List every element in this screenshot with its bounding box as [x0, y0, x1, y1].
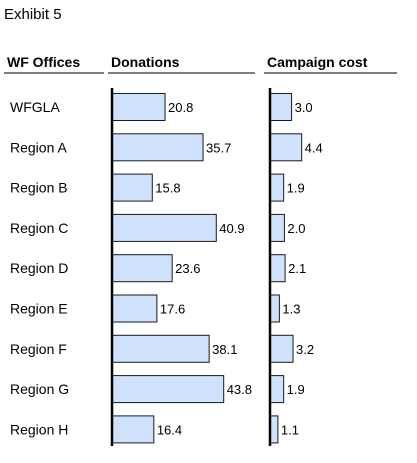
value-label-campaign-cost-region-h: 1.1: [281, 422, 299, 437]
bar-donations-region-d: [111, 254, 173, 283]
value-label-donations-region-e: 17.6: [160, 302, 185, 317]
category-label-region-h: Region H: [10, 421, 68, 437]
value-label-donations-region-b: 15.8: [155, 181, 180, 196]
bar-donations-region-h: [111, 415, 155, 444]
bar-donations-wfgla: [111, 93, 166, 121]
value-label-donations-region-c: 40.9: [219, 221, 244, 236]
value-label-donations-wfgla: 20.8: [168, 100, 193, 115]
value-label-campaign-cost-region-a: 4.4: [305, 140, 323, 155]
exhibit-title: Exhibit 5: [4, 6, 62, 23]
bar-donations-region-e: [111, 294, 158, 323]
bar-campaign-cost-region-d: [269, 254, 286, 283]
bar-campaign-cost-region-a: [269, 133, 303, 162]
category-label-region-g: Region G: [10, 381, 69, 397]
category-label-region-c: Region C: [10, 220, 68, 236]
bar-campaign-cost-wfgla: [269, 93, 293, 121]
category-label-region-d: Region D: [10, 260, 68, 276]
series-header-donations: Donations: [111, 54, 180, 70]
category-header: WF Offices: [7, 54, 80, 70]
value-label-donations-region-f: 38.1: [212, 342, 237, 357]
value-label-campaign-cost-wfgla: 3.0: [295, 100, 313, 115]
bar-donations-region-a: [111, 133, 204, 162]
bar-campaign-cost-region-b: [269, 173, 285, 202]
value-label-campaign-cost-region-g: 1.9: [287, 382, 305, 397]
value-label-donations-region-d: 23.6: [175, 261, 200, 276]
category-label-region-a: Region A: [10, 139, 67, 155]
series-header-campaign-cost: Campaign cost: [267, 54, 368, 70]
value-label-donations-region-a: 35.7: [206, 140, 231, 155]
value-label-donations-region-h: 16.4: [157, 422, 182, 437]
bar-donations-region-c: [111, 213, 217, 242]
value-label-campaign-cost-region-b: 1.9: [287, 181, 305, 196]
bar-donations-region-g: [111, 375, 225, 404]
value-label-campaign-cost-region-f: 3.2: [296, 342, 314, 357]
bar-campaign-cost-region-e: [269, 294, 280, 323]
value-label-campaign-cost-region-d: 2.1: [288, 261, 306, 276]
value-label-campaign-cost-region-e: 1.3: [282, 302, 300, 317]
bar-campaign-cost-region-c: [269, 213, 285, 242]
category-label-region-f: Region F: [10, 341, 67, 357]
category-label-region-e: Region E: [10, 301, 68, 317]
panel-donations: Donations 20.8 35.7 15.8 40.9 23.6 17.6 38.1 43.…: [108, 54, 255, 446]
chart-panels: Donations 20.8 35.7 15.8 40.9 23.6 17.6 38.1 43.…: [108, 54, 397, 446]
value-label-campaign-cost-region-c: 2.0: [287, 221, 305, 236]
value-label-donations-region-g: 43.8: [227, 382, 252, 397]
bar-campaign-cost-region-g: [269, 375, 285, 404]
category-labels: WFGLA Region A Region B Region C Region D Reg…: [10, 99, 69, 437]
category-label-wfgla: WFGLA: [10, 99, 60, 115]
bar-donations-region-f: [111, 334, 210, 363]
bar-donations-region-b: [111, 173, 153, 202]
bar-campaign-cost-region-f: [269, 334, 294, 363]
panel-campaign-cost: Campaign cost 3.0 4.4 1.9 2.0 2.1 1.3 3.2 1.9 1.1: [264, 54, 397, 446]
category-label-region-b: Region B: [10, 180, 68, 196]
